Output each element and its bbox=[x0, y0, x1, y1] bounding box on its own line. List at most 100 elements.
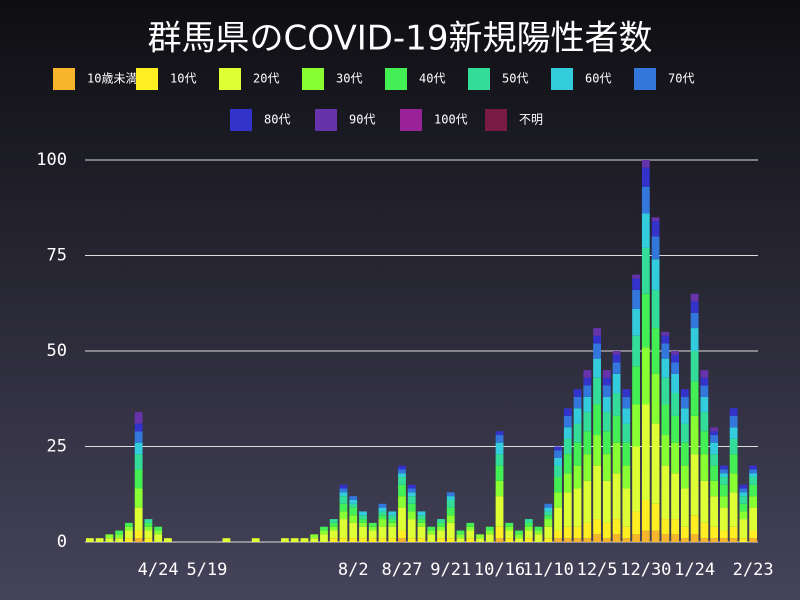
bar-segment bbox=[651, 530, 660, 542]
bar-segment bbox=[534, 530, 543, 535]
bar-segment bbox=[661, 519, 670, 535]
bar-segment bbox=[554, 530, 562, 539]
x-tick-label: 2/23 bbox=[733, 560, 774, 580]
bar-segment bbox=[680, 526, 689, 539]
bar-segment bbox=[651, 289, 660, 329]
bar-segment bbox=[661, 331, 670, 336]
bar-segment bbox=[710, 526, 719, 539]
bar-segment bbox=[710, 454, 719, 466]
bar-segment bbox=[622, 538, 631, 542]
bar-segment bbox=[573, 396, 582, 409]
y-tick-label: 100 bbox=[36, 150, 67, 170]
bar-segment bbox=[563, 415, 572, 428]
bar-segment bbox=[407, 484, 416, 489]
bar-segment bbox=[661, 335, 670, 344]
bar-segment bbox=[359, 511, 367, 516]
bar-segment bbox=[573, 526, 582, 539]
bar-segment bbox=[339, 492, 348, 497]
bar-segment bbox=[700, 538, 709, 542]
bar-segment bbox=[378, 507, 387, 512]
bar-segment bbox=[329, 522, 338, 527]
bar-segment bbox=[710, 465, 719, 481]
bar-segment bbox=[671, 354, 679, 363]
bar-segment bbox=[710, 480, 719, 497]
bar-segment bbox=[583, 377, 592, 386]
bar-segment bbox=[661, 343, 670, 359]
legend-label: 不明 bbox=[519, 113, 543, 127]
bar-segment bbox=[729, 538, 738, 542]
bar-segment bbox=[719, 465, 728, 470]
bar-segment bbox=[476, 534, 484, 539]
bar-segment bbox=[407, 538, 416, 542]
bar-segment bbox=[651, 221, 660, 237]
bar-segment bbox=[290, 538, 299, 542]
bar-segment bbox=[622, 526, 631, 539]
bar-segment bbox=[446, 538, 455, 542]
bar-segment bbox=[407, 496, 416, 504]
bar-segment bbox=[671, 473, 679, 520]
bar-segment bbox=[398, 538, 406, 542]
legend-label: 90代 bbox=[349, 113, 375, 127]
bar-segment bbox=[544, 519, 553, 527]
legend-label: 40代 bbox=[419, 72, 445, 86]
bar-segment bbox=[388, 526, 397, 539]
bar-segment bbox=[622, 442, 631, 466]
legend-swatch bbox=[302, 68, 324, 90]
bar-segment bbox=[739, 492, 748, 497]
bar-segment bbox=[105, 538, 114, 542]
bar-segment bbox=[329, 538, 338, 542]
bar-segment bbox=[700, 431, 709, 455]
bar-segment bbox=[554, 538, 562, 542]
bar-segment bbox=[641, 530, 650, 542]
bar-segment bbox=[583, 412, 592, 432]
bar-segment bbox=[349, 503, 358, 508]
bar-segment bbox=[164, 538, 172, 542]
bar-segment bbox=[651, 217, 660, 222]
bar-segment bbox=[446, 492, 455, 497]
bar-segment bbox=[641, 167, 650, 187]
bar-segment bbox=[466, 522, 475, 527]
bar-segment bbox=[378, 511, 387, 516]
bar-segment bbox=[700, 412, 709, 432]
bar-segment bbox=[690, 301, 699, 313]
bar-segment bbox=[729, 454, 738, 474]
bar-segment bbox=[485, 526, 494, 531]
bar-segment bbox=[446, 499, 455, 508]
bar-segment bbox=[593, 328, 601, 336]
x-tick-label: 11/10 bbox=[523, 560, 574, 580]
bar-segment bbox=[407, 519, 416, 539]
bar-segment bbox=[749, 465, 758, 470]
bar-segment bbox=[671, 373, 679, 394]
bar-segment bbox=[602, 431, 611, 455]
bar-segment bbox=[398, 507, 406, 531]
bar-segment bbox=[417, 538, 426, 542]
bar-segment bbox=[729, 492, 738, 527]
bar-segment bbox=[719, 469, 728, 474]
bar-segment bbox=[563, 427, 572, 439]
bar-segment bbox=[554, 446, 562, 451]
bar-segment bbox=[573, 465, 582, 489]
bar-segment bbox=[573, 442, 582, 466]
bar-segment bbox=[437, 522, 445, 527]
bar-segment bbox=[700, 370, 709, 378]
bar-segment bbox=[407, 511, 416, 520]
bar-segment bbox=[739, 496, 748, 504]
bar-segment bbox=[573, 488, 582, 527]
bar-segment bbox=[632, 534, 640, 542]
bar-segment bbox=[349, 507, 358, 516]
bar-segment bbox=[612, 473, 621, 520]
bar-segment bbox=[437, 530, 445, 539]
bar-segment bbox=[554, 465, 562, 478]
bar-segment bbox=[134, 469, 143, 489]
bar-segment bbox=[612, 362, 621, 374]
bar-segment bbox=[749, 496, 758, 508]
bar-segment bbox=[554, 457, 562, 466]
bar-segment bbox=[622, 408, 631, 424]
bar-segment bbox=[456, 534, 465, 539]
bar-segment bbox=[339, 519, 348, 539]
bar-segment bbox=[222, 538, 231, 542]
bar-segment bbox=[632, 511, 640, 535]
bar-segment bbox=[251, 538, 260, 542]
bar-segment bbox=[398, 473, 406, 478]
